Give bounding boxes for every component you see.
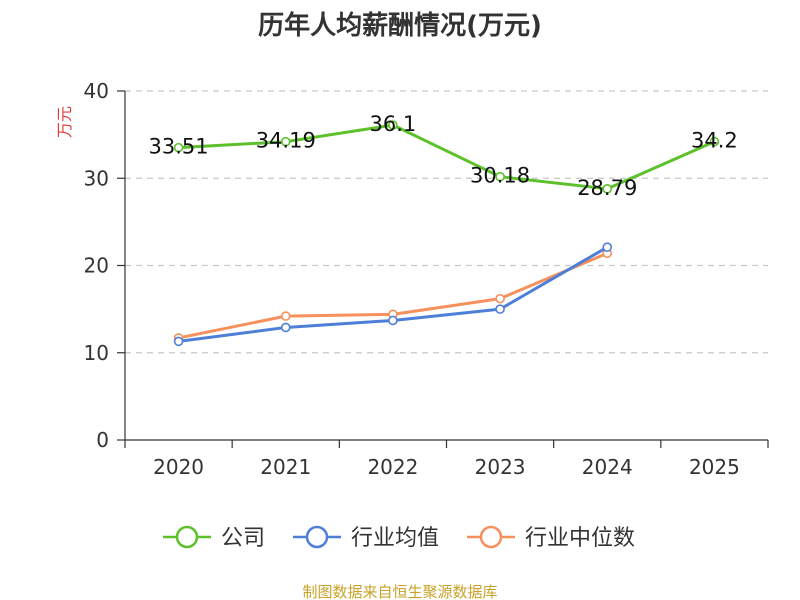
chart-title: 历年人均薪酬情况(万元) <box>258 10 542 41</box>
data-point <box>280 322 291 333</box>
y-axis-label: 万元 <box>55 106 74 138</box>
data-point <box>602 242 613 252</box>
legend-label: 行业均值 <box>351 526 439 551</box>
data-point <box>495 171 505 182</box>
data-point <box>495 293 505 304</box>
data-label: 33.51 <box>149 135 209 159</box>
data-label: 36.1 <box>370 112 417 136</box>
legend-label: 公司 <box>221 526 265 551</box>
legend-swatch-marker <box>305 525 329 549</box>
data-point <box>173 142 184 153</box>
y-tick-label: 20 <box>84 254 109 278</box>
data-point <box>495 304 505 314</box>
data-labels: 33.51 34.19 36.1 30.18 28.79 34.2 <box>149 112 738 200</box>
y-tick-label: 0 <box>96 428 109 452</box>
axes: 0 10 20 30 40 2020 2021 2022 2023 2024 2025 <box>84 79 769 479</box>
x-tick-label: 2025 <box>689 455 740 479</box>
data-point <box>388 120 398 130</box>
data-point <box>280 136 291 147</box>
source-note: 制图数据来自恒生聚源数据库 <box>302 583 497 600</box>
data-point <box>709 136 720 147</box>
data-label: 28.79 <box>577 176 637 200</box>
data-label: 30.18 <box>470 164 530 188</box>
data-point <box>602 184 613 194</box>
data-point <box>173 336 184 347</box>
x-tick-label: 2020 <box>153 455 204 479</box>
data-point <box>388 315 398 326</box>
series-line-1 <box>178 245 609 343</box>
data-label: 34.2 <box>691 129 738 153</box>
grid <box>125 90 768 354</box>
series <box>173 120 720 347</box>
y-tick-label: 10 <box>84 341 109 365</box>
legend-label: 行业中位数 <box>525 526 635 551</box>
legend: 公司 行业均值 行业中位数 <box>163 525 635 551</box>
y-tick-label: 30 <box>84 166 109 190</box>
series-line-0 <box>178 123 716 191</box>
legend-swatch-marker <box>175 525 199 549</box>
x-tick-label: 2021 <box>260 455 311 479</box>
data-label: 34.19 <box>256 129 316 153</box>
legend-swatch-marker <box>479 525 503 549</box>
x-tick-label: 2023 <box>475 455 526 479</box>
data-point <box>280 311 291 321</box>
x-tick-label: 2022 <box>367 455 418 479</box>
y-tick-label: 40 <box>84 79 109 103</box>
x-tick-label: 2024 <box>582 455 633 479</box>
